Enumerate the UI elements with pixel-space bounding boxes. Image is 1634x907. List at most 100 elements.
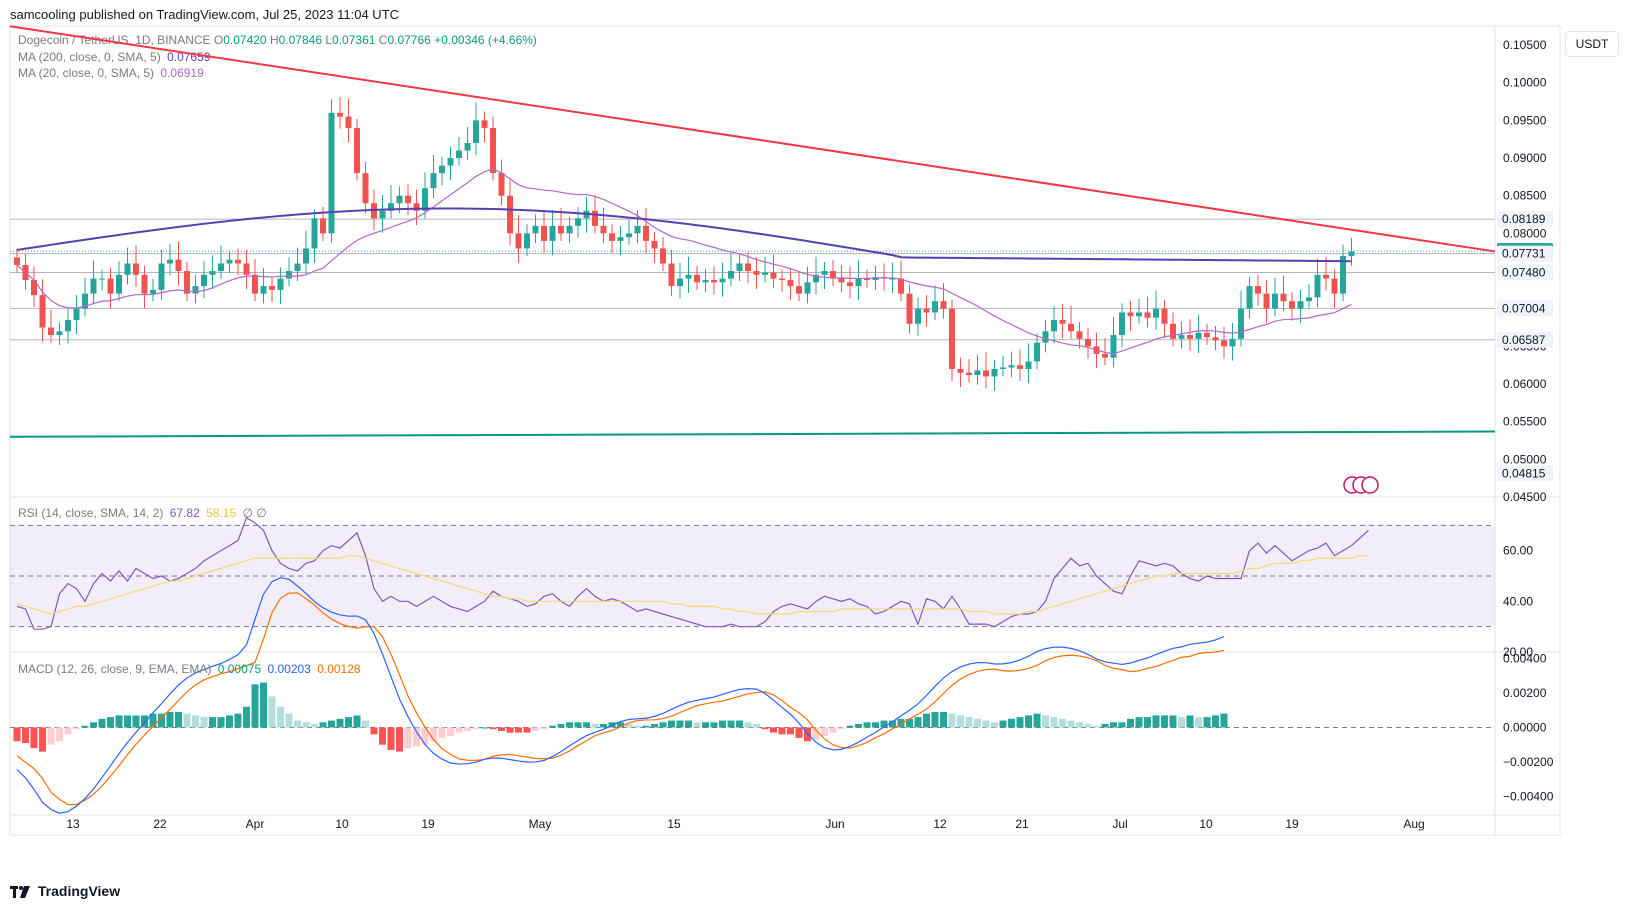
macd-hist-bar bbox=[1195, 717, 1202, 728]
candle-body bbox=[82, 293, 88, 309]
candle-body bbox=[337, 112, 343, 117]
candle-body bbox=[235, 259, 241, 264]
open-value: 0.07420 bbox=[223, 33, 267, 47]
candle-body bbox=[821, 271, 828, 275]
symbol-name: Dogecoin / TetherUS, 1D, BINANCE bbox=[18, 33, 211, 47]
candle-body bbox=[277, 278, 284, 290]
candle-body bbox=[413, 203, 420, 211]
ma20-label: MA (20, close, 0, SMA, 5) bbox=[18, 66, 155, 80]
price-label-bg bbox=[1497, 465, 1553, 482]
ma200-label: MA (200, close, 0, SMA, 5) bbox=[18, 50, 161, 64]
price-label-bg bbox=[1497, 300, 1553, 317]
candle-body bbox=[226, 259, 233, 264]
x-tick-label: 19 bbox=[421, 817, 435, 831]
price-label: 0.07731 bbox=[1502, 247, 1546, 261]
candle-body bbox=[1289, 301, 1295, 309]
price-tick-label: 0.10500 bbox=[1503, 38, 1547, 52]
macd-hist-bar bbox=[200, 717, 208, 728]
macd-hist-bar bbox=[362, 720, 369, 728]
macd-hist-bar bbox=[430, 727, 437, 742]
candle-body bbox=[1042, 331, 1049, 343]
macd-hist-bar bbox=[64, 727, 72, 735]
candle-body bbox=[56, 331, 63, 336]
low-label: L bbox=[325, 33, 333, 47]
macd-hist-bar bbox=[455, 727, 463, 733]
macd-hist-bar bbox=[73, 727, 80, 730]
macd-hist-bar bbox=[1067, 720, 1075, 728]
macd-hist-bar bbox=[115, 715, 123, 728]
currency-button[interactable]: USDT bbox=[1565, 31, 1619, 57]
candle-body bbox=[1076, 331, 1083, 339]
candle-body bbox=[753, 271, 760, 275]
rsi-ma-value: 58.15 bbox=[206, 506, 237, 520]
candle-body bbox=[1085, 338, 1091, 347]
x-tick-label: 10 bbox=[335, 817, 349, 831]
candle-body bbox=[694, 274, 700, 283]
candle-body bbox=[14, 257, 20, 266]
candle-body bbox=[923, 308, 930, 313]
candle-body bbox=[1323, 274, 1329, 279]
candle-body bbox=[838, 278, 845, 283]
candle-body bbox=[1110, 335, 1117, 358]
macd-hist-bar bbox=[702, 722, 709, 728]
candle-body bbox=[1136, 312, 1142, 317]
macd-hist-bar bbox=[192, 715, 199, 728]
macd-hist-bar bbox=[47, 727, 55, 745]
candle-body bbox=[294, 263, 301, 272]
candle-body bbox=[864, 278, 870, 281]
price-label-bg bbox=[1497, 211, 1553, 228]
candle-body bbox=[677, 278, 683, 287]
candle-body bbox=[779, 278, 785, 281]
candle-body bbox=[388, 203, 394, 211]
candle-body bbox=[354, 127, 360, 174]
macd-hist-bar bbox=[353, 715, 361, 728]
x-tick-label: 15 bbox=[667, 817, 681, 831]
macd-hist-bar bbox=[625, 724, 633, 728]
candle-body bbox=[1314, 274, 1321, 298]
chart-canvas[interactable]: 0.10500 0.10000 0.09500 0.09000 0.08500 0.080… bbox=[0, 0, 1634, 880]
macd-hist-bar bbox=[906, 718, 913, 728]
macd-hist-bar bbox=[379, 727, 386, 745]
macd-legend: MACD (12, 26, close, 9, EMA, EMA) 0.0007… bbox=[18, 662, 361, 676]
footer-brand: TradingView bbox=[37, 883, 121, 899]
candle-body bbox=[898, 278, 904, 294]
price-label: 0.07004 bbox=[1502, 301, 1546, 315]
macd-label: MACD (12, 26, close, 9, EMA, EMA) bbox=[18, 662, 212, 676]
candle-body bbox=[1204, 332, 1210, 338]
candle-body bbox=[889, 278, 896, 280]
candle-body bbox=[362, 173, 369, 204]
macd-hist-bar bbox=[1050, 717, 1058, 728]
candle-body bbox=[668, 263, 675, 287]
macd-hist-bar bbox=[226, 715, 233, 728]
candle-body bbox=[1000, 367, 1006, 369]
candle-body bbox=[328, 112, 335, 234]
macd-hist-bar bbox=[22, 727, 29, 743]
candle-body bbox=[558, 225, 564, 234]
macd-hist-bar bbox=[1093, 725, 1100, 728]
candle-body bbox=[320, 218, 326, 234]
candle-body bbox=[609, 233, 615, 241]
macd-hist-bar bbox=[506, 727, 514, 733]
candle-body bbox=[1178, 335, 1185, 339]
candle-body bbox=[447, 158, 454, 166]
candle-body bbox=[974, 370, 981, 375]
candle-body bbox=[1187, 335, 1193, 339]
macd-hist-bar bbox=[821, 727, 828, 737]
macd-hist-bar bbox=[761, 727, 769, 730]
candle-body bbox=[1017, 365, 1023, 369]
candle-body bbox=[286, 271, 292, 279]
candle-body bbox=[201, 274, 207, 287]
candle-body bbox=[1212, 337, 1219, 341]
candle-body bbox=[932, 301, 938, 313]
candle-body bbox=[1051, 319, 1057, 332]
candle-body bbox=[1229, 338, 1236, 347]
macd-hist-bar bbox=[345, 717, 352, 728]
candle-body bbox=[39, 295, 46, 328]
macd-hist-bar bbox=[132, 715, 140, 728]
price-tick-label: 0.08000 bbox=[1503, 226, 1547, 240]
macd-hist-bar bbox=[574, 722, 582, 728]
macd-hist-bar bbox=[872, 722, 879, 728]
macd-hist-bar bbox=[1008, 718, 1015, 728]
macd-hist-bar bbox=[311, 724, 318, 728]
macd-hist-bar bbox=[413, 727, 420, 747]
